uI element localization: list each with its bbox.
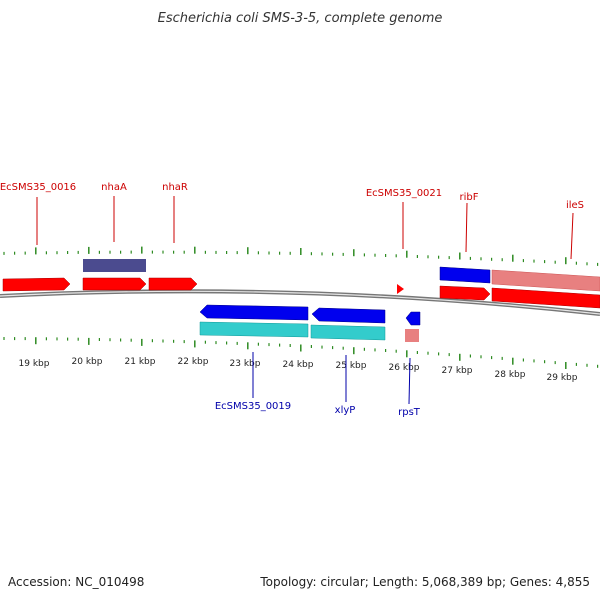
gene-ecsms35-0016[interactable] (2, 277, 71, 292)
tick-label-19: 19 kbp (19, 359, 50, 369)
rna-feature-nhaa[interactable] (83, 259, 146, 272)
axis-labels: 19 kbp 20 kbp 21 kbp 22 kbp 23 kbp 24 kb… (19, 357, 578, 383)
gene-ribf[interactable] (439, 285, 491, 301)
label-rpst: rpsT (398, 407, 421, 418)
label-ecsms35-0021: EcSMS35_0021 (366, 188, 442, 199)
gene-ecsms35-0019-cds[interactable] (199, 321, 309, 338)
tick-label-22: 22 kbp (178, 357, 209, 367)
gene-rpst-cds[interactable] (405, 329, 419, 342)
tick-label-27: 27 kbp (442, 366, 473, 376)
tick-label-25: 25 kbp (336, 361, 367, 371)
ticks-top (3, 246, 599, 266)
gene-nhaa[interactable] (82, 277, 147, 291)
gene-ecsms35-0019[interactable] (199, 304, 309, 321)
gene-nhar[interactable] (148, 277, 198, 291)
tick-label-24: 24 kbp (283, 360, 314, 370)
tick-label-20: 20 kbp (72, 357, 103, 367)
gene-iles[interactable] (491, 287, 600, 309)
label-xlyp: xlyP (335, 405, 356, 416)
forward-genes (2, 259, 600, 309)
tick-label-23: 23 kbp (230, 359, 261, 369)
reverse-genes (199, 304, 421, 342)
label-nhaa: nhaA (101, 182, 127, 193)
gene-ribf-cds[interactable] (439, 266, 491, 284)
genome-summary: Topology: circular; Length: 5,068,389 bp… (259, 575, 590, 589)
ticks-bottom (3, 337, 599, 369)
label-ecsms35-0019: EcSMS35_0019 (215, 401, 291, 412)
gene-xlyp-cds[interactable] (310, 324, 386, 341)
gene-xlyp[interactable] (311, 307, 386, 324)
label-iles: ileS (566, 200, 584, 211)
tick-label-28: 28 kbp (495, 370, 526, 380)
tick-label-29: 29 kbp (547, 373, 578, 383)
label-ribf: ribF (460, 192, 479, 203)
gene-iles-cds[interactable] (491, 269, 600, 292)
label-ecsms35-0016: EcSMS35_0016 (0, 182, 76, 193)
map-title: Escherichia coli SMS-3-5, complete genom… (158, 11, 443, 26)
label-nhar: nhaR (162, 182, 188, 193)
accession-label: Accession: NC_010498 (8, 575, 144, 589)
tick-label-21: 21 kbp (125, 357, 156, 367)
tick-label-26: 26 kbp (389, 363, 420, 373)
gene-rpst[interactable] (405, 311, 421, 326)
backbone-inner (0, 290, 600, 315)
gene-ecsms35-0021[interactable] (397, 284, 404, 294)
gene-labels: EcSMS35_0016 nhaA nhaR EcSMS35_0021 ribF… (0, 182, 584, 418)
label-lines (36, 196, 574, 405)
